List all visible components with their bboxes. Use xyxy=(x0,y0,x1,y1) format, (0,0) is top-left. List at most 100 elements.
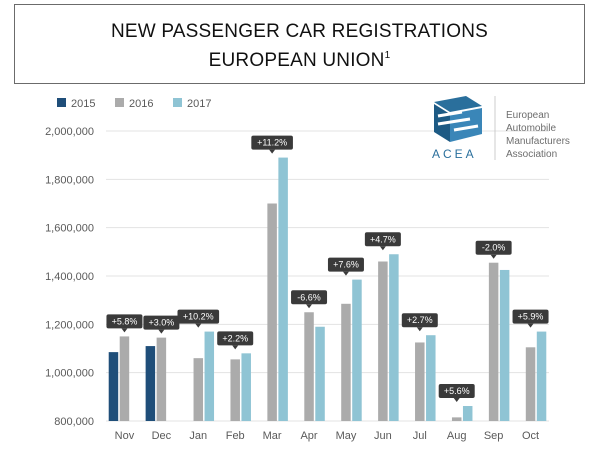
x-category-label: Oct xyxy=(522,430,539,442)
bar-2017-may xyxy=(352,279,362,421)
change-label-box xyxy=(401,313,438,328)
y-axis-ticks: 800,000 1,000,000 1,200,000 1,400,000 1,600,… xyxy=(45,126,94,428)
chart-title-box: NEW PASSENGER CAR REGISTRATIONS EUROPEAN… xyxy=(14,4,585,84)
change-label-box xyxy=(106,314,143,329)
change-label-pointer xyxy=(158,329,165,334)
chart-title-line-2-text: EUROPEAN UNION xyxy=(208,50,385,71)
bar-2017-oct xyxy=(536,331,547,421)
x-category-label: Feb xyxy=(226,430,245,442)
change-label-box xyxy=(327,257,364,272)
bar-2016-jul xyxy=(415,342,425,421)
bars xyxy=(108,157,547,421)
x-category-label: Sep xyxy=(484,430,504,442)
legend-swatch-2017 xyxy=(173,98,182,107)
y-tick-label: 1,600,000 xyxy=(45,223,94,235)
bar-2016-sep xyxy=(488,262,499,421)
bar-2017-jul xyxy=(426,335,436,421)
bar-2016-may xyxy=(341,303,351,421)
change-label-text: +2.2% xyxy=(222,333,248,343)
logo-org-line-3: Manufacturers xyxy=(506,136,570,147)
change-label-pointer xyxy=(232,345,239,350)
change-label-text: +5.8% xyxy=(112,316,138,326)
bar-2017-aug xyxy=(462,406,473,421)
change-label-text: +7.6% xyxy=(333,260,359,270)
chart-title-line-2: EUROPEAN UNION1 xyxy=(15,50,584,72)
bar-2015-dec xyxy=(145,346,156,421)
x-category-label: Jul xyxy=(413,430,427,442)
x-category-label: Nov xyxy=(115,430,135,442)
bar-2016-jun xyxy=(378,261,388,421)
x-category-label: Apr xyxy=(300,430,317,442)
change-label-text: +5.9% xyxy=(518,312,544,322)
change-label-pointer xyxy=(490,254,497,259)
change-labels: +5.8% +3.0% +10.2% +2.2% +11.2% -6.6% +7.6% +4.… xyxy=(106,135,549,403)
change-label-pointer xyxy=(342,271,349,276)
change-label-box xyxy=(251,135,293,150)
legend-label-2015: 2015 xyxy=(71,98,95,110)
bar-2017-jun xyxy=(389,254,399,421)
bar-2017-mar xyxy=(278,157,288,421)
bar-2015-nov xyxy=(108,352,119,421)
title-footnote-mark: 1 xyxy=(384,50,391,61)
change-label-pointer xyxy=(306,304,313,309)
change-label-pointer xyxy=(121,328,128,333)
change-label-box xyxy=(364,232,401,247)
logo-org-line-1: European xyxy=(506,110,549,121)
x-category-label: Aug xyxy=(447,430,467,442)
change-label-box xyxy=(512,309,549,324)
bar-2017-feb xyxy=(241,353,251,421)
change-label-text: +4.7% xyxy=(370,234,396,244)
change-label-pointer xyxy=(269,149,276,154)
change-label-text: -2.0% xyxy=(482,243,506,253)
bar-2016-mar xyxy=(267,203,277,421)
chart-title-line-1: NEW PASSENGER CAR REGISTRATIONS xyxy=(110,21,489,42)
bar-2016-dec xyxy=(156,337,167,421)
bar-2017-jan xyxy=(204,331,215,421)
legend: 2015 2016 2017 xyxy=(57,98,211,110)
change-label-box xyxy=(475,240,512,255)
change-label-box xyxy=(438,384,475,399)
bar-2016-oct xyxy=(525,347,536,421)
bar-chart: 800,000 1,000,000 1,200,000 1,400,000 1,600,… xyxy=(45,96,570,442)
bar-2016-apr xyxy=(304,312,314,421)
change-label-box xyxy=(217,331,254,346)
legend-label-2017: 2017 xyxy=(187,98,211,110)
bar-2016-jan xyxy=(193,358,204,421)
x-category-label: Jan xyxy=(189,430,207,442)
change-label-text: +10.2% xyxy=(183,312,214,322)
change-label-pointer xyxy=(379,246,386,251)
logo-acronym: ACEA xyxy=(432,147,477,161)
x-category-label: Jun xyxy=(374,430,392,442)
x-category-label: Mar xyxy=(263,430,282,442)
change-label-pointer xyxy=(195,323,202,328)
bar-2017-sep xyxy=(499,269,510,421)
logo-org-line-2: Automobile xyxy=(506,123,556,134)
bar-2016-nov xyxy=(119,336,130,421)
change-label-text: +2.7% xyxy=(407,315,433,325)
bar-2017-apr xyxy=(315,326,325,421)
change-label-pointer xyxy=(527,323,534,328)
y-tick-label: 1,800,000 xyxy=(45,174,94,186)
y-tick-label: 1,000,000 xyxy=(45,368,94,380)
change-label-box xyxy=(291,290,328,305)
y-tick-label: 800,000 xyxy=(54,416,94,428)
change-label-box xyxy=(177,309,220,324)
bar-2016-aug xyxy=(451,417,462,421)
y-tick-label: 1,200,000 xyxy=(45,319,94,331)
legend-swatch-2016 xyxy=(115,98,124,107)
change-label-text: +11.2% xyxy=(257,138,287,148)
x-category-label: Dec xyxy=(152,430,172,442)
change-label-text: +5.6% xyxy=(444,386,470,396)
change-label-text: -6.6% xyxy=(297,292,321,302)
logo-org-line-4: Association xyxy=(506,149,557,160)
x-category-label: May xyxy=(336,430,357,442)
x-axis-categories: Nov Dec Jan Feb Mar Apr May Jun Jul Aug Sep Oct xyxy=(115,430,539,442)
legend-label-2016: 2016 xyxy=(129,98,153,110)
y-tick-label: 1,400,000 xyxy=(45,271,94,283)
change-label-text: +3.0% xyxy=(148,318,174,328)
acea-cube-icon xyxy=(434,96,482,142)
bar-2016-feb xyxy=(230,359,240,421)
chart-panel: 800,000 1,000,000 1,200,000 1,400,000 1,600,… xyxy=(14,86,585,450)
change-label-pointer xyxy=(453,398,460,403)
acea-logo: ACEA European Automobile Manufacturers A… xyxy=(432,96,570,161)
